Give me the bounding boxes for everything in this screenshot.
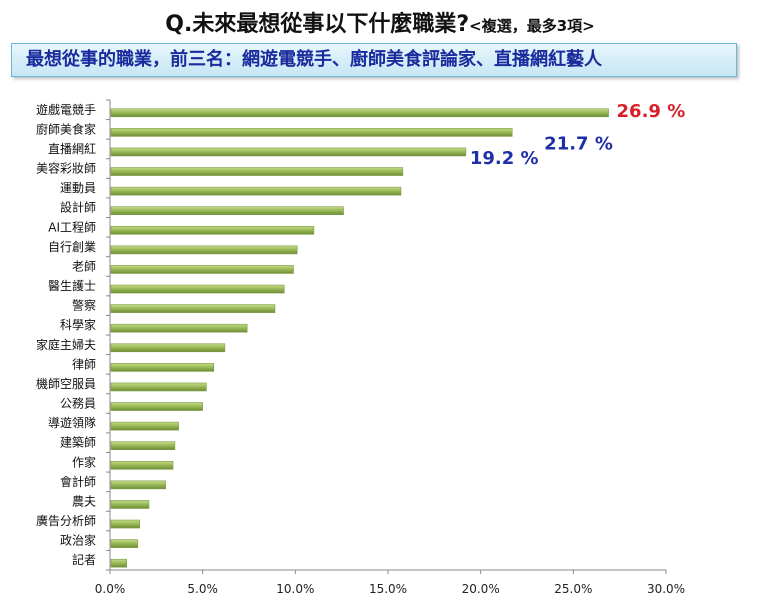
category-label: AI工程師 <box>48 219 96 234</box>
bar <box>110 382 207 392</box>
bar <box>110 558 127 568</box>
title-subtitle: <複選，最多3項> <box>469 17 595 35</box>
category-label: 導遊領隊 <box>48 415 96 430</box>
category-label: 運動員 <box>60 181 96 195</box>
bar <box>110 128 513 137</box>
x-tick-label: 5.0% <box>187 582 218 596</box>
category-label: 廣告分析師 <box>36 514 96 528</box>
category-label: 會計師 <box>60 474 96 489</box>
bar <box>110 402 203 411</box>
category-label: 機師空服員 <box>36 376 96 391</box>
category-label: 作家 <box>72 454 96 469</box>
x-tick-label: 10.0% <box>276 582 314 596</box>
data-label: 26.9 % <box>617 101 686 122</box>
bar <box>110 147 467 157</box>
bar <box>110 421 179 431</box>
bar <box>110 245 298 255</box>
bar <box>110 343 226 353</box>
bar <box>110 304 276 313</box>
bar <box>110 539 139 548</box>
category-label: 警察 <box>72 298 96 313</box>
category-label: 老師 <box>72 259 96 273</box>
category-label: 遊戲電競手 <box>36 102 96 117</box>
bar <box>110 323 248 333</box>
category-label: 公務員 <box>60 397 96 411</box>
bar <box>110 500 150 509</box>
category-label: 醫生護士 <box>48 278 96 293</box>
bar <box>110 363 215 372</box>
chart-title: Q.未來最想從事以下什麼職業?<複選，最多3項> <box>0 6 760 38</box>
bar <box>110 460 174 470</box>
category-label: 家庭主婦夫 <box>36 337 96 352</box>
x-tick-label: 0.0% <box>95 582 126 596</box>
bar <box>110 108 609 118</box>
category-label: 農夫 <box>72 494 96 508</box>
category-label: 美容彩妝師 <box>36 161 96 176</box>
bar <box>110 519 140 529</box>
bar <box>110 167 404 176</box>
category-label: 政治家 <box>60 533 96 548</box>
category-label: 自行創業 <box>48 240 96 254</box>
category-label: 記者 <box>72 552 96 567</box>
bar <box>110 225 315 235</box>
x-tick-label: 20.0% <box>462 582 500 596</box>
x-tick-label: 25.0% <box>554 582 592 596</box>
bar <box>110 186 402 196</box>
category-label: 律師 <box>72 357 96 371</box>
x-tick-label: 30.0% <box>647 582 685 596</box>
title-main: Q.未來最想從事以下什麼職業? <box>165 12 470 37</box>
data-label: 19.2 % <box>470 148 539 169</box>
category-label: 直播網紅 <box>48 142 96 156</box>
bar <box>110 284 285 294</box>
category-label: 建築師 <box>60 435 96 450</box>
bar <box>110 441 176 451</box>
x-tick-label: 15.0% <box>369 582 407 596</box>
summary-banner: 最想從事的職業，前三名：網遊電競手、廚師美食評論家、直播網紅藝人 <box>11 43 737 77</box>
bar <box>110 480 166 490</box>
category-label: 科學家 <box>60 317 96 332</box>
data-label: 21.7 % <box>544 133 613 154</box>
category-label: 設計師 <box>60 200 96 215</box>
bar <box>110 206 344 216</box>
bar <box>110 265 294 274</box>
category-label: 廚師美食家 <box>36 121 96 136</box>
